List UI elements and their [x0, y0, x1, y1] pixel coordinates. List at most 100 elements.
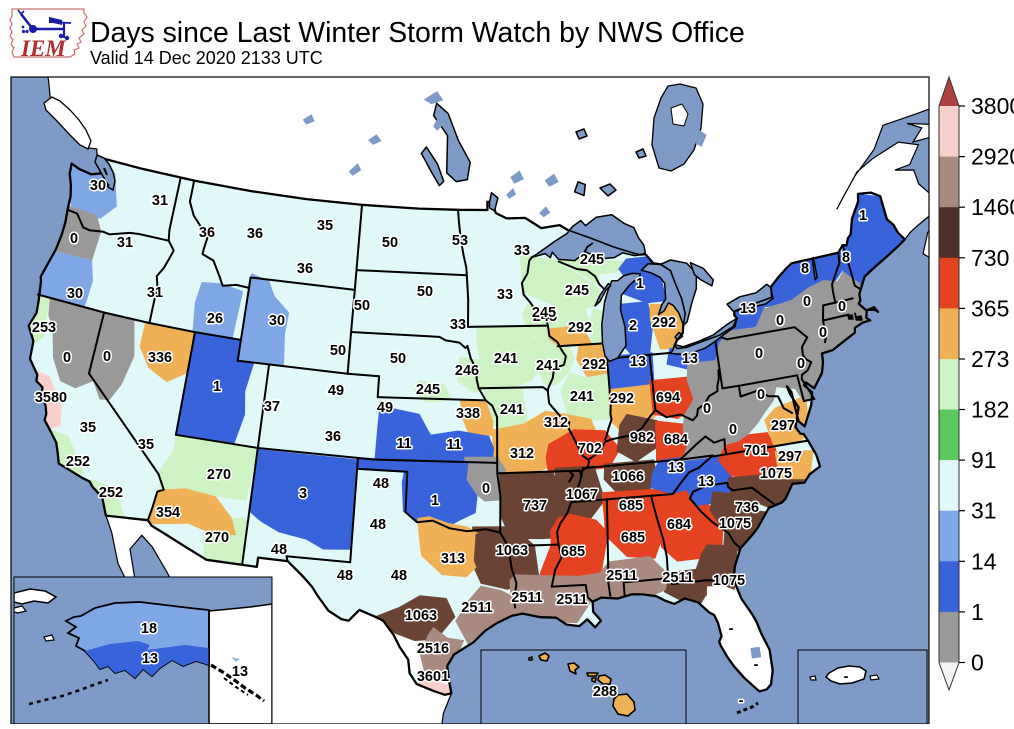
svg-text:1460: 1460 — [971, 194, 1014, 220]
svg-text:1063: 1063 — [405, 608, 437, 624]
svg-text:35: 35 — [138, 437, 154, 453]
svg-text:3580: 3580 — [35, 390, 67, 406]
svg-text:2: 2 — [629, 318, 637, 334]
svg-text:1075: 1075 — [713, 573, 745, 589]
svg-text:354: 354 — [156, 505, 180, 521]
svg-text:50: 50 — [417, 284, 433, 300]
svg-text:48: 48 — [373, 476, 389, 492]
svg-text:2511: 2511 — [606, 568, 637, 584]
svg-text:245: 245 — [580, 252, 604, 268]
svg-text:48: 48 — [391, 568, 407, 584]
svg-text:13: 13 — [142, 651, 158, 667]
svg-text:252: 252 — [66, 454, 90, 470]
svg-text:31: 31 — [117, 235, 133, 251]
svg-text:241: 241 — [500, 402, 524, 418]
svg-text:1: 1 — [636, 276, 644, 292]
svg-text:0: 0 — [757, 387, 765, 403]
svg-text:3601: 3601 — [417, 669, 449, 685]
svg-text:31: 31 — [152, 193, 168, 209]
svg-text:292: 292 — [652, 315, 676, 331]
svg-text:35: 35 — [317, 218, 333, 234]
svg-text:297: 297 — [778, 449, 802, 465]
svg-text:0: 0 — [803, 294, 811, 310]
svg-text:0: 0 — [729, 422, 737, 438]
svg-text:2516: 2516 — [417, 641, 449, 657]
svg-text:36: 36 — [199, 225, 215, 241]
svg-text:13: 13 — [698, 474, 714, 490]
svg-text:50: 50 — [382, 235, 398, 251]
svg-text:0: 0 — [819, 325, 827, 341]
svg-text:33: 33 — [450, 317, 466, 333]
svg-text:8: 8 — [842, 250, 850, 266]
svg-text:48: 48 — [337, 568, 353, 584]
svg-text:-: - — [844, 669, 849, 685]
svg-text:1: 1 — [859, 208, 867, 224]
svg-text:0: 0 — [755, 346, 763, 362]
svg-text:48: 48 — [370, 517, 386, 533]
svg-text:1: 1 — [213, 379, 221, 395]
svg-text:338: 338 — [456, 406, 480, 422]
svg-text:37: 37 — [264, 399, 280, 415]
svg-text:684: 684 — [667, 517, 691, 533]
svg-text:18: 18 — [141, 621, 157, 637]
svg-text:26: 26 — [207, 311, 223, 327]
svg-text:730: 730 — [971, 245, 1009, 271]
svg-text:3: 3 — [299, 486, 307, 502]
svg-text:313: 313 — [441, 551, 465, 567]
svg-text:273: 273 — [971, 346, 1009, 372]
svg-text:13: 13 — [630, 354, 646, 370]
svg-text:270: 270 — [205, 530, 229, 546]
svg-text:30: 30 — [67, 286, 83, 302]
svg-text:30: 30 — [90, 178, 106, 194]
svg-text:312: 312 — [544, 415, 568, 431]
svg-text:0: 0 — [971, 650, 984, 676]
svg-text:49: 49 — [377, 400, 393, 416]
svg-text:31: 31 — [971, 498, 997, 524]
svg-text:53: 53 — [452, 233, 468, 249]
svg-text:50: 50 — [390, 351, 406, 367]
svg-text:270: 270 — [207, 467, 231, 483]
svg-text:252: 252 — [99, 485, 123, 501]
svg-text:Days since Last Winter Storm W: Days since Last Winter Storm Watch by NW… — [90, 17, 745, 49]
svg-text:0: 0 — [797, 356, 805, 372]
svg-text:694: 694 — [656, 390, 680, 406]
svg-text:2511: 2511 — [511, 590, 542, 606]
svg-text:36: 36 — [325, 429, 341, 445]
svg-text:245: 245 — [565, 283, 589, 299]
svg-text:36: 36 — [247, 226, 263, 242]
svg-text:-: - — [739, 693, 744, 709]
svg-text:1066: 1066 — [612, 469, 644, 485]
svg-text:30: 30 — [269, 313, 285, 329]
svg-text:246: 246 — [455, 363, 479, 379]
svg-text:241: 241 — [494, 351, 518, 367]
svg-text:241: 241 — [536, 358, 560, 374]
svg-text:0: 0 — [63, 350, 71, 366]
svg-text:1: 1 — [971, 599, 984, 625]
svg-text:8: 8 — [801, 261, 809, 277]
svg-text:48: 48 — [271, 542, 287, 558]
svg-text:2511: 2511 — [461, 600, 492, 616]
svg-text:-: - — [729, 621, 734, 637]
svg-text:241: 241 — [570, 389, 594, 405]
svg-text:365: 365 — [971, 295, 1009, 321]
svg-text:31: 31 — [147, 285, 163, 301]
svg-text:336: 336 — [148, 350, 172, 366]
svg-text:Valid 14 Dec 2020 2133 UTC: Valid 14 Dec 2020 2133 UTC — [90, 48, 323, 68]
svg-text:736: 736 — [735, 500, 759, 516]
svg-text:35: 35 — [80, 420, 96, 436]
svg-text:13: 13 — [232, 664, 248, 680]
svg-text:33: 33 — [514, 243, 530, 259]
svg-text:1075: 1075 — [719, 516, 751, 532]
svg-text:701: 701 — [744, 443, 768, 459]
svg-text:49: 49 — [328, 383, 344, 399]
svg-text:13: 13 — [668, 460, 684, 476]
svg-text:33: 33 — [497, 287, 513, 303]
svg-text:312: 312 — [510, 446, 534, 462]
svg-text:11: 11 — [396, 436, 411, 452]
svg-text:13: 13 — [682, 351, 698, 367]
svg-text:0: 0 — [482, 481, 490, 497]
svg-text:91: 91 — [971, 447, 997, 473]
svg-text:292: 292 — [610, 391, 634, 407]
svg-text:1067: 1067 — [566, 487, 598, 503]
svg-text:685: 685 — [621, 530, 645, 546]
